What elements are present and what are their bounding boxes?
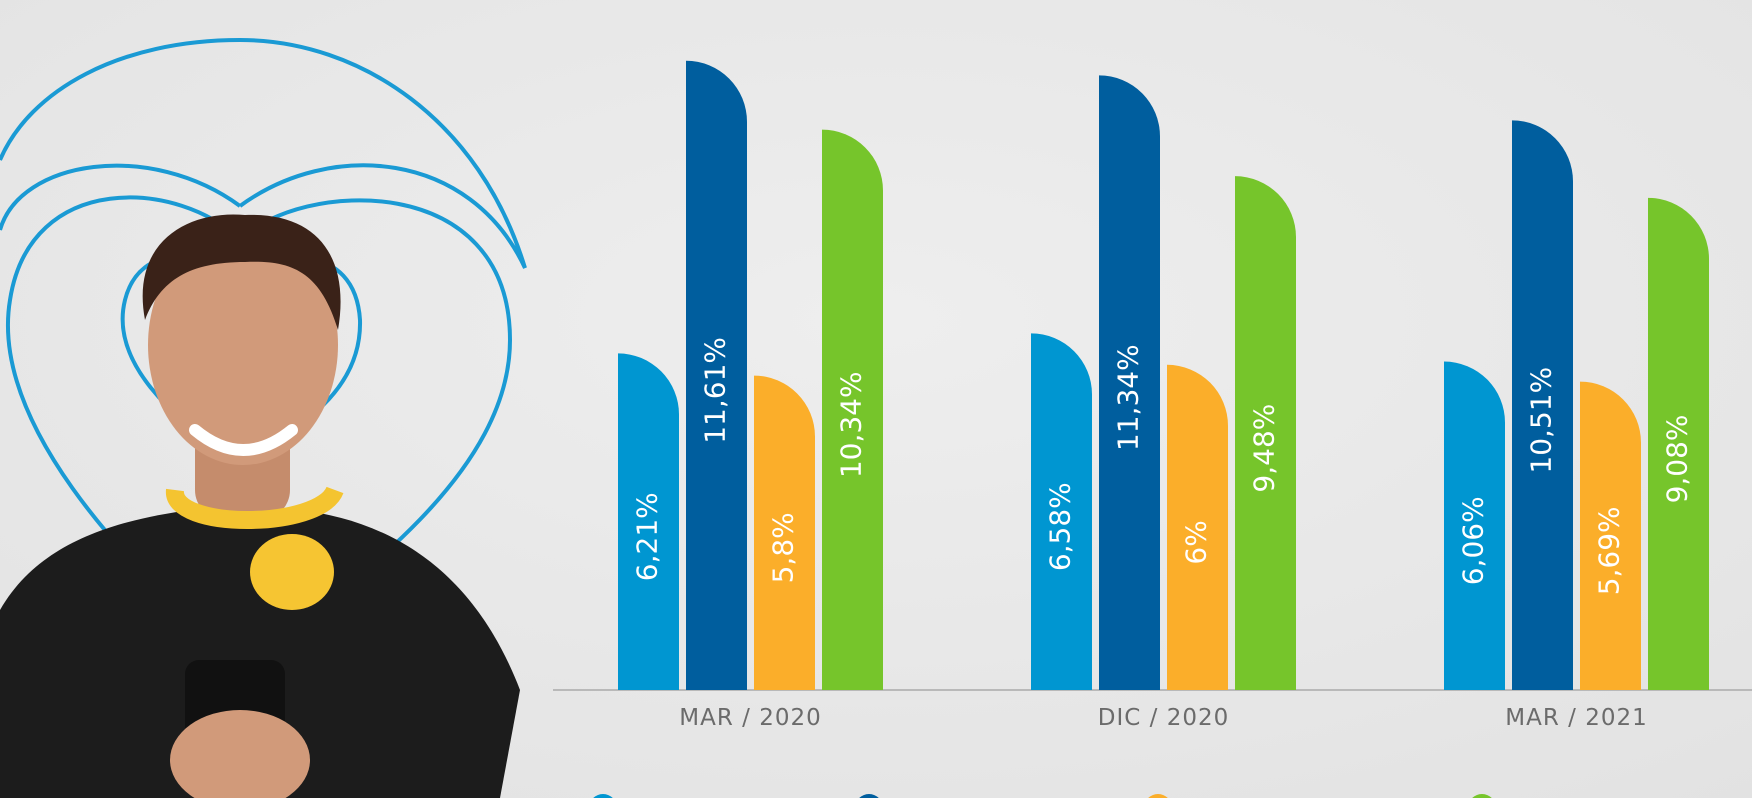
value-label: 5,8% — [767, 512, 800, 583]
chart: MAR / 2020 6,21% 11,61% 5,8% 10,34% DIC / 202… — [0, 0, 1752, 798]
value-label: 10,34% — [835, 371, 868, 478]
value-label: 9,08% — [1661, 414, 1694, 503]
value-label: 10,51% — [1525, 367, 1558, 474]
page: MAR / 2020 6,21% 11,61% 5,8% 10,34% DIC / 202… — [0, 0, 1752, 798]
value-label: 11,61% — [699, 337, 732, 444]
value-label: 5,69% — [1593, 506, 1626, 595]
value-label: 9,48% — [1248, 404, 1281, 493]
value-label: 6,21% — [631, 492, 664, 581]
value-label: 6% — [1180, 520, 1213, 564]
category-label: MAR / 2021 — [1505, 705, 1647, 731]
category-label: MAR / 2020 — [679, 705, 821, 731]
value-label: 6,06% — [1457, 496, 1490, 585]
value-label: 11,34% — [1112, 344, 1145, 451]
category-label: DIC / 2020 — [1098, 705, 1229, 731]
value-label: 6,58% — [1044, 482, 1077, 571]
